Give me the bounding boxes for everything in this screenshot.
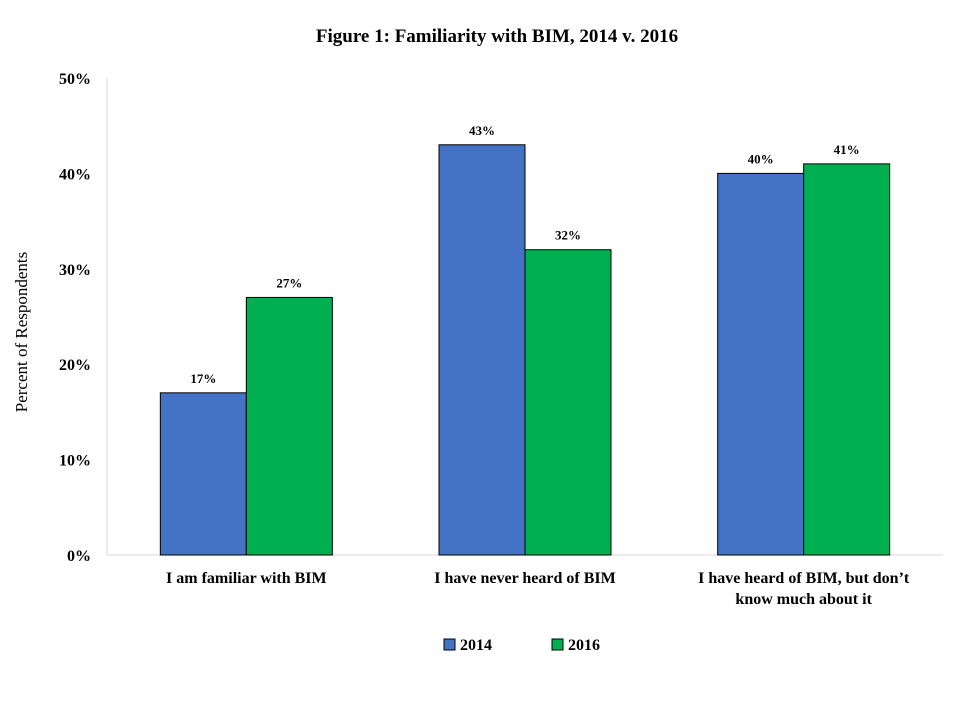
y-tick-label: 20% xyxy=(59,357,91,374)
legend-swatch-2016 xyxy=(551,638,564,651)
bar-2016-2 xyxy=(524,249,612,556)
y-ticks: 0% 10% 20% 30% 40% 50% xyxy=(59,71,91,565)
y-tick-label: 0% xyxy=(67,548,91,565)
category-label: I have never heard of BIM xyxy=(434,570,615,587)
data-label: 43% xyxy=(469,123,495,138)
bar-2014-2 xyxy=(438,144,526,556)
bars xyxy=(159,144,891,556)
category-label: know much about it xyxy=(735,591,872,608)
y-tick-label: 40% xyxy=(59,166,91,183)
category-label: I am familiar with BIM xyxy=(166,570,327,587)
y-axis-label: Percent of Respondents xyxy=(12,252,31,413)
data-label: 17% xyxy=(190,371,216,386)
data-label: 32% xyxy=(555,228,581,243)
y-tick-label: 30% xyxy=(59,262,91,279)
legend-swatch-2014 xyxy=(443,638,456,651)
category-labels: I am familiar with BIM I have never heard… xyxy=(166,570,910,608)
category-label: I have heard of BIM, but don’t xyxy=(698,570,910,587)
y-tick-label: 50% xyxy=(59,71,91,88)
bar-2014-3 xyxy=(717,172,805,556)
bar-2016-1 xyxy=(245,296,333,556)
data-label: 40% xyxy=(748,151,774,166)
data-label: 27% xyxy=(276,275,302,290)
chart-title: Figure 1: Familiarity with BIM, 2014 v. … xyxy=(316,26,678,47)
data-labels: 17% 27% 43% 32% 40% 41% xyxy=(190,123,859,386)
legend: 2014 2016 xyxy=(443,637,600,654)
data-label: 41% xyxy=(834,142,860,157)
bar-2016-3 xyxy=(803,163,891,556)
legend-label: 2016 xyxy=(568,637,600,654)
legend-label: 2014 xyxy=(460,637,492,654)
bar-2014-1 xyxy=(159,392,247,556)
y-tick-label: 10% xyxy=(59,453,91,470)
